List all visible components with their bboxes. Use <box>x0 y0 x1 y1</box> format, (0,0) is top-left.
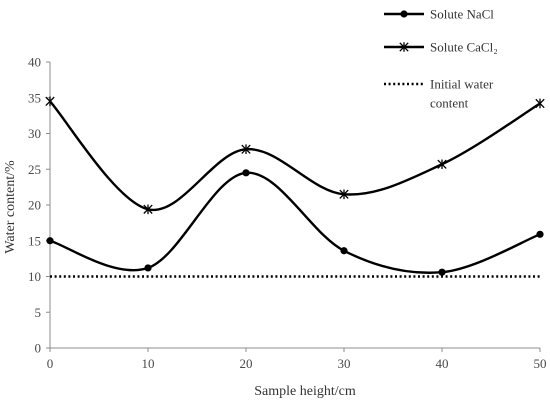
y-tick-label: 10 <box>28 269 41 284</box>
y-tick-label: 35 <box>28 90 41 105</box>
x-axis-title: Sample height/cm <box>254 384 356 399</box>
star-marker <box>241 144 251 155</box>
x-tick-label: 0 <box>47 356 54 371</box>
data-point <box>45 96 55 107</box>
data-point <box>399 42 409 52</box>
y-axis-title: Water content/% <box>3 160 18 254</box>
data-point <box>437 159 447 170</box>
star-marker <box>535 98 545 109</box>
x-tick-label: 20 <box>240 356 253 371</box>
legend-label: Initial water <box>430 77 494 92</box>
series-layer <box>45 96 545 278</box>
data-point <box>339 189 349 200</box>
y-tick-label: 20 <box>28 198 41 213</box>
x-tick-label: 10 <box>142 356 155 371</box>
star-marker <box>339 189 349 200</box>
y-tick-label: 0 <box>35 341 42 356</box>
legend-entry-2: Initial water content <box>384 77 494 111</box>
data-point <box>143 204 153 215</box>
series-line <box>49 171 541 274</box>
legend-label: content <box>430 96 469 111</box>
data-point <box>400 10 408 18</box>
data-point <box>144 264 152 272</box>
y-tick-label: 5 <box>35 305 42 320</box>
data-point <box>241 144 251 155</box>
series-1 <box>45 96 545 215</box>
star-marker <box>399 42 409 52</box>
y-tick-label: 40 <box>28 55 41 70</box>
x-tick-label: 50 <box>534 356 547 371</box>
y-tick-label: 30 <box>28 126 41 141</box>
series-0 <box>46 169 544 276</box>
data-point <box>535 98 545 109</box>
legend-entry-0: Solute NaCl <box>384 7 494 22</box>
star-marker <box>437 159 447 170</box>
tick-labels: 0 5 10 15 20 25 30 35 40 0 10 20 30 40 50 <box>28 55 547 372</box>
star-marker <box>45 96 55 107</box>
legend: Solute NaCl Solute CaCl₂ Initial water cont… <box>384 7 498 111</box>
legend-label: Solute NaCl <box>430 7 494 22</box>
x-tick-label: 40 <box>436 356 449 371</box>
legend-label: Solute CaCl₂ <box>430 40 498 55</box>
data-point <box>340 247 348 255</box>
data-point <box>46 237 54 245</box>
data-point <box>242 169 250 177</box>
data-point <box>536 230 544 238</box>
x-tick-label: 30 <box>338 356 351 371</box>
legend-entry-1: Solute CaCl₂ <box>384 40 498 55</box>
y-tick-label: 25 <box>28 162 41 177</box>
series-line <box>49 100 541 212</box>
star-marker <box>143 204 153 215</box>
y-tick-label: 15 <box>28 233 41 248</box>
data-point <box>438 268 446 276</box>
